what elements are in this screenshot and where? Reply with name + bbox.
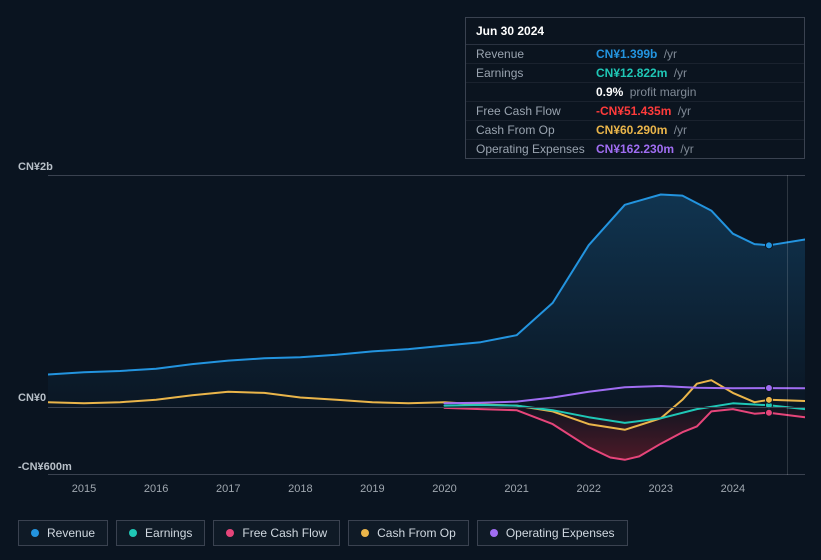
tooltip-key: Earnings: [476, 66, 596, 80]
fcf-cursor-dot: [765, 409, 772, 416]
tooltip-key: [476, 85, 596, 99]
revenue-dot-icon: [31, 529, 39, 537]
tooltip-row: Free Cash Flow-CN¥51.435m /yr: [466, 102, 804, 121]
x-axis-label: 2021: [504, 483, 528, 495]
tooltip-date: Jun 30 2024: [466, 18, 804, 45]
y-axis-label: CN¥2b: [18, 161, 53, 173]
tooltip-row: RevenueCN¥1.399b /yr: [466, 45, 804, 64]
tooltip-unit: /yr: [670, 66, 687, 80]
legend-item-earnings[interactable]: Earnings: [116, 520, 205, 546]
tooltip-unit: /yr: [660, 47, 677, 61]
plot-area[interactable]: [48, 175, 805, 475]
x-axis-label: 2017: [216, 483, 240, 495]
tooltip-value: CN¥162.230m /yr: [596, 142, 694, 156]
cursor-line: [787, 175, 788, 475]
legend-item-fcf[interactable]: Free Cash Flow: [213, 520, 340, 546]
x-axis-label: 2023: [649, 483, 673, 495]
tooltip-unit: /yr: [677, 142, 694, 156]
tooltip-key: Cash From Op: [476, 123, 596, 137]
legend-label: Free Cash Flow: [242, 526, 327, 540]
x-axis-label: 2019: [360, 483, 384, 495]
tooltip-row: Cash From OpCN¥60.290m /yr: [466, 121, 804, 140]
tooltip-value: 0.9% profit margin: [596, 85, 696, 99]
legend: Revenue Earnings Free Cash Flow Cash From O…: [18, 520, 628, 546]
x-axis-label: 2022: [576, 483, 600, 495]
earnings-dot-icon: [129, 529, 137, 537]
legend-label: Operating Expenses: [506, 526, 615, 540]
x-axis-label: 2024: [721, 483, 745, 495]
revenue-area: [48, 195, 805, 407]
legend-item-opex[interactable]: Operating Expenses: [477, 520, 628, 546]
tooltip-value: CN¥12.822m /yr: [596, 66, 687, 80]
legend-label: Revenue: [47, 526, 95, 540]
legend-item-cashop[interactable]: Cash From Op: [348, 520, 469, 546]
tooltip: Jun 30 2024 RevenueCN¥1.399b /yrEarnings…: [465, 17, 805, 159]
legend-label: Earnings: [145, 526, 192, 540]
tooltip-row: 0.9% profit margin: [466, 83, 804, 102]
tooltip-key: Free Cash Flow: [476, 104, 596, 118]
tooltip-row: Operating ExpensesCN¥162.230m /yr: [466, 140, 804, 158]
x-axis-label: 2018: [288, 483, 312, 495]
cashop-dot-icon: [361, 529, 369, 537]
zero-gridline: [48, 407, 805, 408]
x-axis-label: 2015: [72, 483, 96, 495]
fcf-dot-icon: [226, 529, 234, 537]
x-axis-label: 2020: [432, 483, 456, 495]
tooltip-unit: /yr: [670, 123, 687, 137]
y-axis-label: CN¥0: [18, 392, 46, 404]
opex-cursor-dot: [765, 385, 772, 392]
tooltip-value: CN¥1.399b /yr: [596, 47, 677, 61]
cashop-cursor-dot: [765, 396, 772, 403]
opex-dot-icon: [490, 529, 498, 537]
tooltip-unit: /yr: [674, 104, 691, 118]
revenue-cursor-dot: [765, 242, 772, 249]
fcf-area: [445, 407, 806, 460]
tooltip-value: CN¥60.290m /yr: [596, 123, 687, 137]
x-axis-label: 2016: [144, 483, 168, 495]
chart-svg: [48, 176, 805, 476]
tooltip-row: EarningsCN¥12.822m /yr: [466, 64, 804, 83]
tooltip-unit: profit margin: [626, 85, 696, 99]
legend-item-revenue[interactable]: Revenue: [18, 520, 108, 546]
tooltip-key: Revenue: [476, 47, 596, 61]
tooltip-value: -CN¥51.435m /yr: [596, 104, 691, 118]
legend-label: Cash From Op: [377, 526, 456, 540]
tooltip-key: Operating Expenses: [476, 142, 596, 156]
